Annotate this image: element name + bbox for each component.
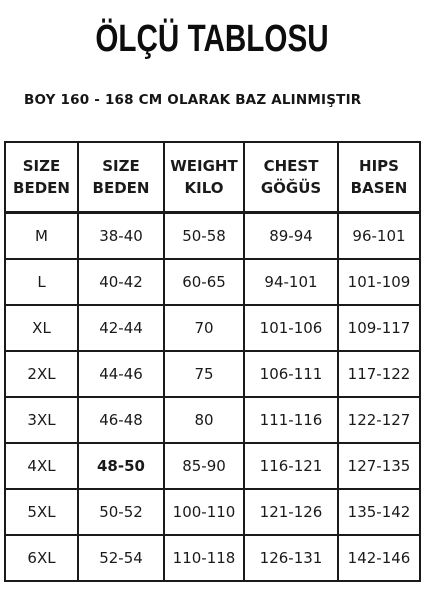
header-line: GÖĞÜS xyxy=(260,179,322,197)
header-line: SIZE xyxy=(102,157,140,175)
cell-size: XL xyxy=(4,304,79,352)
cell-hips: 101-109 xyxy=(337,258,421,306)
header-line: WEIGHT xyxy=(170,157,238,175)
table-row: 3XL 46-48 80 111-116 122-127 xyxy=(4,396,421,444)
cell-hips: 109-117 xyxy=(337,304,421,352)
table-row: M 38-40 50-58 89-94 96-101 xyxy=(4,211,421,260)
header-line: HIPS xyxy=(359,157,399,175)
table-row: 4XL 48-50 85-90 116-121 127-135 xyxy=(4,442,421,490)
cell-beden: 48-50 xyxy=(77,442,165,490)
header-size-beden: SIZE BEDEN xyxy=(4,141,79,214)
header-weight: WEIGHT KILO xyxy=(163,141,245,214)
cell-beden: 38-40 xyxy=(77,211,165,260)
cell-size: 6XL xyxy=(4,534,79,582)
cell-chest: 126-131 xyxy=(243,534,339,582)
table-row: 2XL 44-46 75 106-111 117-122 xyxy=(4,350,421,398)
cell-beden: 44-46 xyxy=(77,350,165,398)
height-note: BOY 160 - 168 CM OLARAK BAZ ALINMIŞTIR xyxy=(24,92,362,108)
cell-hips: 127-135 xyxy=(337,442,421,490)
cell-chest: 101-106 xyxy=(243,304,339,352)
cell-hips: 142-146 xyxy=(337,534,421,582)
cell-weight: 110-118 xyxy=(163,534,245,582)
cell-weight: 70 xyxy=(163,304,245,352)
header-line: SIZE xyxy=(22,157,61,175)
cell-chest: 111-116 xyxy=(243,396,339,444)
cell-chest: 116-121 xyxy=(243,442,339,490)
header-line: BEDEN xyxy=(92,179,150,197)
cell-hips: 135-142 xyxy=(337,488,421,536)
cell-size: L xyxy=(4,258,79,306)
cell-hips: 117-122 xyxy=(337,350,421,398)
cell-size: M xyxy=(4,211,79,260)
cell-size: 4XL xyxy=(4,442,79,490)
cell-hips: 96-101 xyxy=(337,211,421,260)
table-row: 5XL 50-52 100-110 121-126 135-142 xyxy=(4,488,421,536)
header-line: BASEN xyxy=(350,179,408,197)
header-line: KILO xyxy=(184,179,224,197)
header-line: CHEST xyxy=(263,157,319,175)
header-hips: HIPS BASEN xyxy=(337,141,421,214)
cell-beden: 52-54 xyxy=(77,534,165,582)
table-header-row: SIZE BEDEN SIZE BEDEN WEIGHT KILO CHEST … xyxy=(4,141,421,214)
cell-size: 3XL xyxy=(4,396,79,444)
cell-beden: 50-52 xyxy=(77,488,165,536)
table-row: 6XL 52-54 110-118 126-131 142-146 xyxy=(4,534,421,582)
cell-size: 5XL xyxy=(4,488,79,536)
cell-weight: 75 xyxy=(163,350,245,398)
size-chart-table: SIZE BEDEN SIZE BEDEN WEIGHT KILO CHEST … xyxy=(4,141,421,582)
cell-chest: 121-126 xyxy=(243,488,339,536)
cell-weight: 50-58 xyxy=(163,211,245,260)
cell-size: 2XL xyxy=(4,350,79,398)
cell-beden: 40-42 xyxy=(77,258,165,306)
header-line: BEDEN xyxy=(13,179,70,197)
cell-weight: 85-90 xyxy=(163,442,245,490)
header-size-beden-number: SIZE BEDEN xyxy=(77,141,165,214)
page-title: ÖLÇÜ TABLOSU xyxy=(95,18,329,60)
cell-weight: 80 xyxy=(163,396,245,444)
cell-beden: 42-44 xyxy=(77,304,165,352)
table-row: L 40-42 60-65 94-101 101-109 xyxy=(4,258,421,306)
cell-weight: 60-65 xyxy=(163,258,245,306)
cell-chest: 94-101 xyxy=(243,258,339,306)
cell-chest: 89-94 xyxy=(243,211,339,260)
cell-beden: 46-48 xyxy=(77,396,165,444)
cell-chest: 106-111 xyxy=(243,350,339,398)
table-row: XL 42-44 70 101-106 109-117 xyxy=(4,304,421,352)
cell-hips: 122-127 xyxy=(337,396,421,444)
cell-weight: 100-110 xyxy=(163,488,245,536)
header-chest: CHEST GÖĞÜS xyxy=(243,141,339,214)
